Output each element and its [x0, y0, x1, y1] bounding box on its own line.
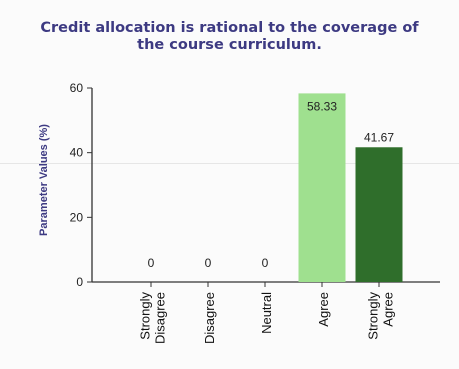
x-tick-label-0-line-0: Strongly: [138, 292, 153, 340]
y-tick-label-0: 0: [76, 275, 83, 289]
value-label-4: 41.67: [364, 130, 394, 144]
chart-title-line-1: Credit allocation is rational to the cov…: [40, 20, 419, 36]
y-tick-label-2: 40: [70, 146, 84, 160]
x-tick-label-1-line-0: Disagree: [202, 292, 217, 344]
bar-4: [355, 147, 403, 282]
x-tick-label-4-line-1: Agree: [381, 292, 396, 327]
value-label-0: 0: [148, 256, 155, 270]
x-tick-label-2-line-0: Neutral: [259, 292, 274, 334]
x-tick-label-4-line-0: Strongly: [366, 292, 381, 340]
y-tick-label-3: 60: [70, 81, 84, 95]
chart-title: Credit allocation is rational to the cov…: [0, 20, 459, 54]
x-tick-label-4: Strongly Agree: [366, 292, 396, 340]
chart-title-line-2: the course curriculum.: [137, 37, 322, 53]
x-tick-label-1: Disagree: [202, 292, 217, 344]
background-divider: [0, 163, 459, 164]
bar-3: [298, 93, 346, 283]
y-tick-label-1: 20: [70, 210, 84, 224]
x-tick-label-2: Neutral: [259, 292, 274, 334]
value-label-2: 0: [262, 256, 269, 270]
x-tick-label-3: Agree: [316, 292, 331, 327]
value-label-1: 0: [205, 256, 212, 270]
x-tick-label-0-line-1: Disagree: [153, 292, 168, 344]
value-label-3: 58.33: [307, 99, 337, 113]
y-axis-label: Parameter Values (%): [38, 124, 50, 236]
x-tick-label-0: Strongly Disagree: [138, 292, 168, 345]
x-tick-label-3-line-0: Agree: [316, 292, 331, 327]
